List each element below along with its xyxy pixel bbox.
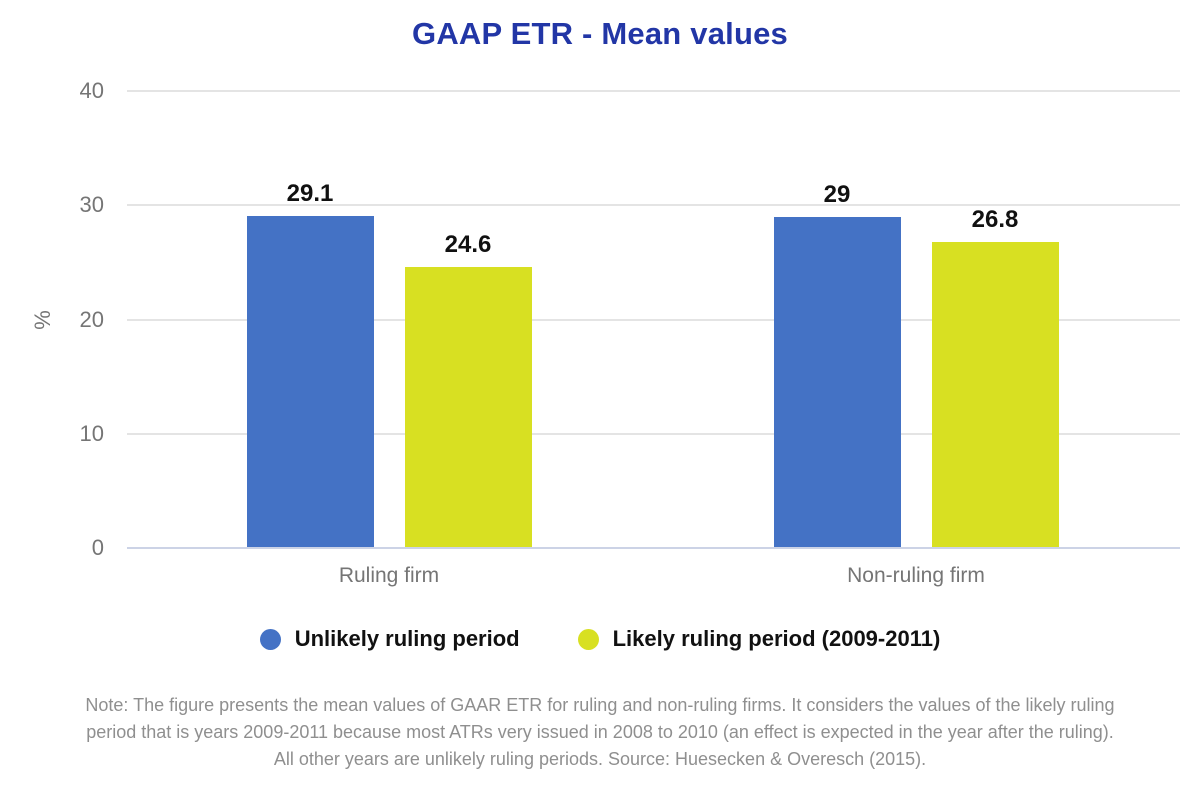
y-tick-label: 0 xyxy=(91,535,104,560)
x-category-label: Non-ruling firm xyxy=(847,564,985,587)
y-tick-label: 20 xyxy=(79,306,104,332)
bar-blue-2 xyxy=(773,217,901,548)
y-tick-label: 10 xyxy=(79,420,104,446)
bar-blue-1 xyxy=(246,216,374,548)
y-axis-label: % xyxy=(30,310,55,330)
footnote-line: Note: The figure presents the mean value… xyxy=(85,695,1115,715)
legend-label: Likely ruling period (2009-2011) xyxy=(612,626,941,651)
footnote-line: All other years are unlikely ruling peri… xyxy=(273,749,927,769)
y-gridline xyxy=(127,432,1180,435)
legend-swatch-icon xyxy=(577,628,599,650)
legend-label: Unlikely ruling period xyxy=(294,626,520,651)
y-gridline xyxy=(127,318,1180,321)
legend-item: Likely ruling period (2009-2011) xyxy=(577,626,941,652)
y-gridline xyxy=(127,90,1180,92)
y-tick-label: 30 xyxy=(79,192,104,218)
bar-value-label: 29 xyxy=(823,181,851,208)
bar-yellow-2 xyxy=(931,242,1059,548)
footnote: Note: The figure presents the mean value… xyxy=(0,692,1200,773)
bar-yellow-1 xyxy=(404,267,532,548)
bar-value-label: 26.8 xyxy=(971,206,1019,233)
legend-item: Unlikely ruling period xyxy=(259,626,520,652)
y-gridline xyxy=(127,204,1180,207)
x-axis-baseline xyxy=(127,547,1180,549)
y-tick-label: 40 xyxy=(79,78,104,103)
bar-value-label: 24.6 xyxy=(444,231,492,258)
footnote-line: period that is years 2009-2011 because m… xyxy=(86,722,1114,742)
legend-swatch-icon xyxy=(259,628,281,650)
legend: Unlikely ruling period Likely ruling peri… xyxy=(0,626,1200,652)
chart-title: GAAP ETR - Mean values xyxy=(412,16,788,51)
bar-value-label: 29.1 xyxy=(286,180,334,207)
x-category-label: Ruling firm xyxy=(338,564,440,587)
